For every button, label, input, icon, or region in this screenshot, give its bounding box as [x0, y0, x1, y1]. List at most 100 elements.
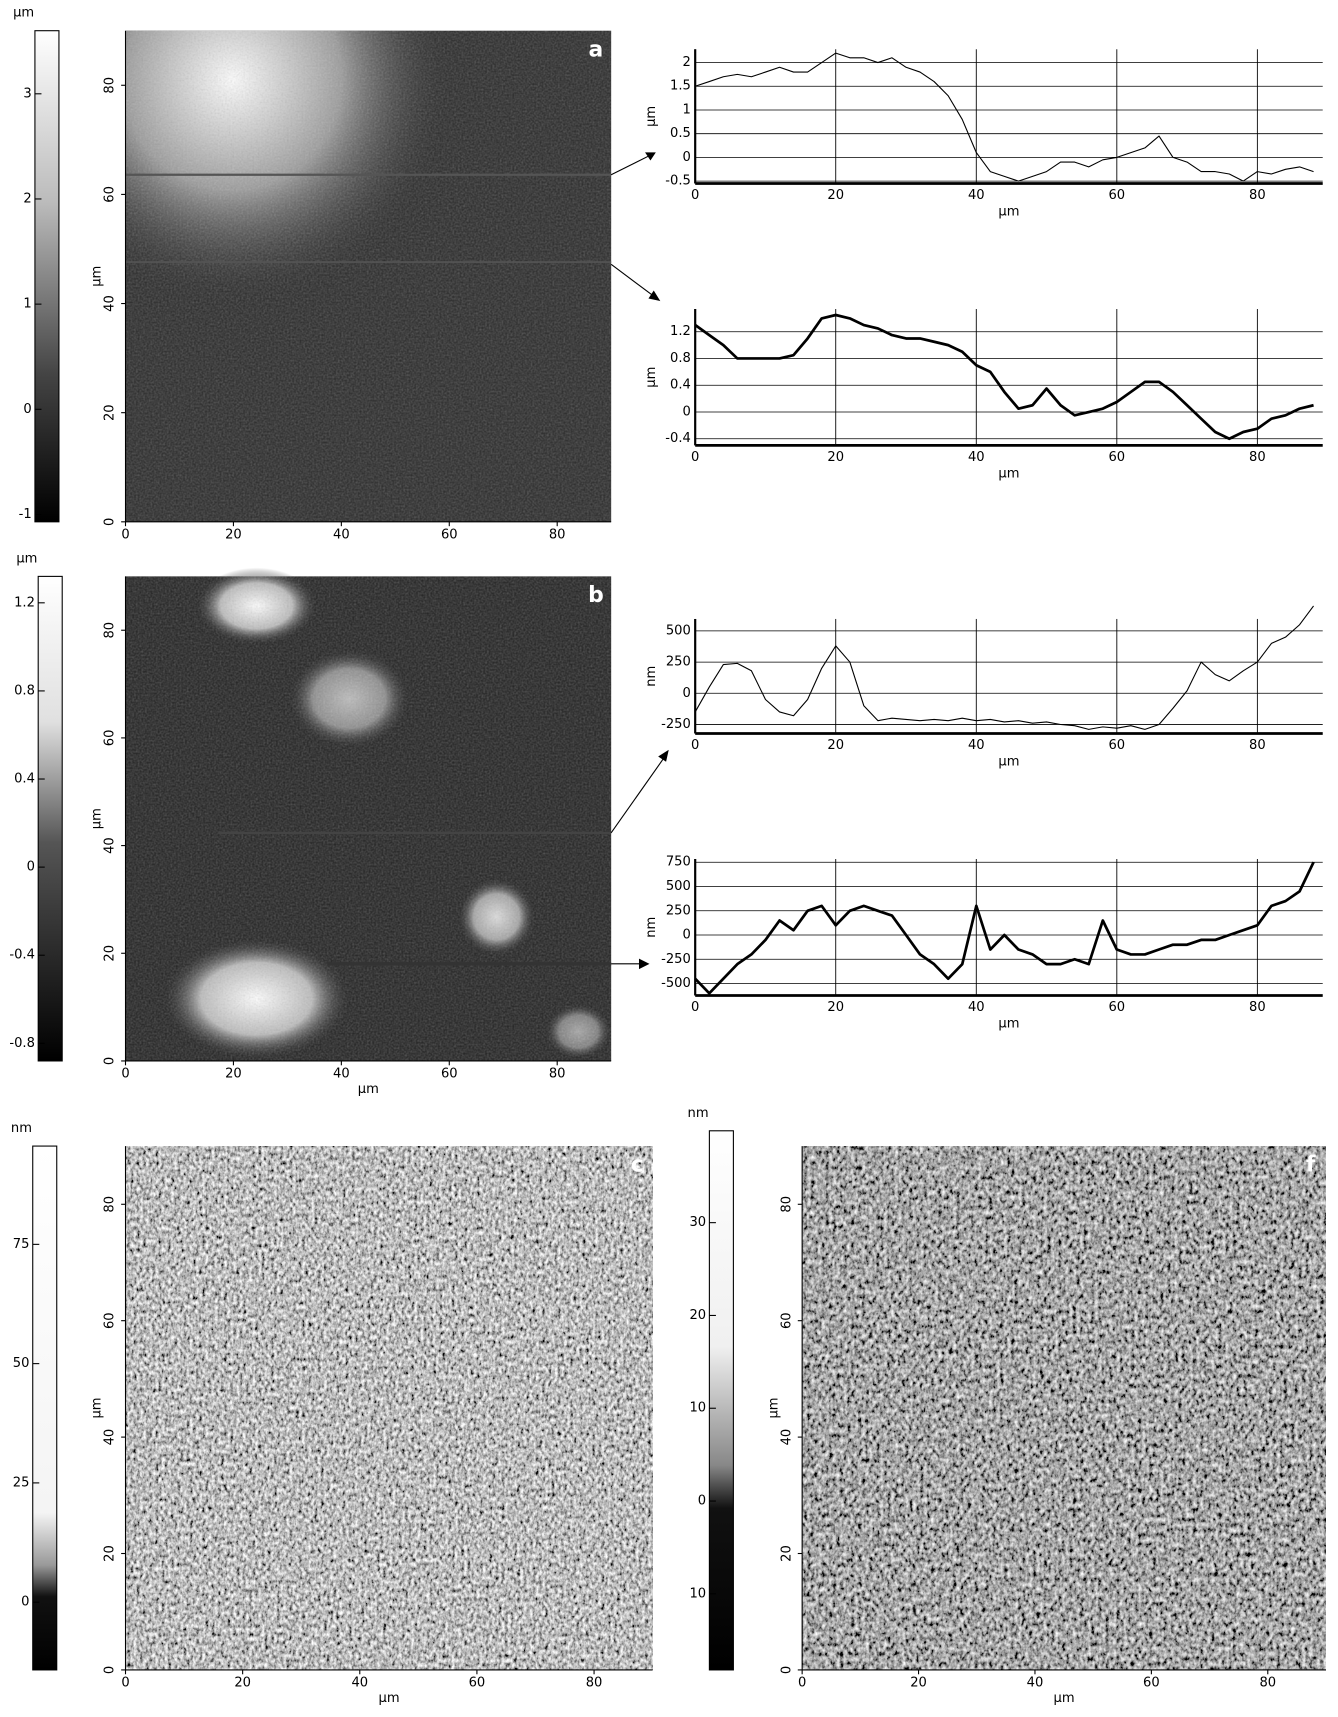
colorbar-unit: µm: [13, 6, 34, 21]
y-tick-label: 0: [682, 404, 690, 419]
y-tick-label: 60: [103, 730, 118, 747]
x-tick-label: 40: [968, 738, 985, 753]
y-tick-label: 500: [666, 879, 691, 894]
y-tick-label: 1.2: [670, 324, 691, 339]
y-tick-label: -250: [661, 952, 691, 967]
x-tick-label: 60: [1143, 1676, 1160, 1691]
y-tick-label: 80: [779, 1196, 794, 1213]
y-axis-label: µm: [90, 808, 105, 829]
tick-label: 10: [689, 1586, 706, 1601]
image-a-texture: [125, 30, 612, 522]
x-tick-label: 60: [469, 1676, 486, 1691]
panel-label: a: [589, 37, 604, 62]
y-tick-label: 1.5: [670, 79, 691, 94]
panel-label: b: [588, 583, 604, 608]
y-axis-label: nm: [644, 917, 659, 938]
x-tick-label: 0: [121, 1067, 129, 1082]
y-axis-label: µm: [644, 106, 659, 127]
tick-label: 0: [23, 402, 31, 417]
x-tick-label: 20: [827, 1000, 844, 1015]
y-tick-label: 0.4: [670, 378, 691, 393]
y-tick-label: 40: [103, 837, 118, 854]
x-tick-label: 80: [549, 1067, 566, 1082]
x-axis-label: µm: [1054, 1691, 1075, 1706]
profile-line: [695, 52, 1314, 182]
colorbar: [37, 575, 63, 1062]
x-tick-label: 40: [1027, 1676, 1044, 1691]
y-tick-label: 1: [682, 102, 690, 117]
y-tick-label: 80: [103, 1196, 118, 1213]
y-tick-label: 20: [103, 1545, 118, 1562]
y-axis-label: µm: [90, 266, 105, 287]
y-tick-label: 500: [666, 623, 691, 638]
x-tick-label: 60: [441, 1067, 458, 1082]
tick-label: 25: [13, 1475, 30, 1490]
tick-label: -1: [19, 507, 32, 522]
x-tick-label: 0: [691, 738, 699, 753]
x-tick-label: 20: [234, 1676, 251, 1691]
x-axis-label: µm: [358, 1082, 379, 1097]
arrows: [610, 152, 669, 970]
tick-label: 2: [23, 191, 31, 206]
y-tick-label: -250: [661, 717, 691, 732]
x-tick-label: 60: [1108, 188, 1125, 203]
y-tick-label: 60: [103, 186, 118, 203]
tick-label: 20: [689, 1308, 706, 1323]
x-tick-label: 40: [968, 188, 985, 203]
y-tick-label: 0: [682, 928, 690, 943]
y-tick-label: 0: [779, 1666, 794, 1674]
y-tick-label: 250: [666, 655, 691, 670]
x-tick-label: 80: [1249, 450, 1266, 465]
y-tick-label: 2: [682, 55, 690, 70]
x-tick-label: 0: [691, 450, 699, 465]
colorbar-unit: nm: [11, 1121, 32, 1136]
colorbar: [32, 1145, 58, 1671]
x-tick-label: 0: [121, 1676, 129, 1691]
x-tick-label: 80: [549, 527, 566, 542]
y-axis-label: µm: [766, 1397, 781, 1418]
colorbar: [708, 1130, 734, 1671]
y-tick-label: 20: [779, 1545, 794, 1562]
tick-label: 0.8: [14, 683, 35, 698]
profile-line: [694, 861, 1315, 995]
x-tick-label: 20: [225, 1067, 242, 1082]
x-tick-label: 80: [1259, 1676, 1276, 1691]
y-tick-label: 0.8: [670, 351, 691, 366]
x-tick-label: 60: [1108, 450, 1125, 465]
x-axis-label: µm: [379, 1691, 400, 1706]
x-tick-label: 60: [441, 527, 458, 542]
x-tick-label: 40: [351, 1676, 368, 1691]
y-tick-label: -0.5: [665, 174, 691, 189]
tick-label: 0: [698, 1494, 706, 1509]
profile-line: [694, 313, 1314, 441]
y-axis-label: µm: [90, 1397, 105, 1418]
tick-label: 10: [689, 1401, 706, 1416]
y-axis-label: nm: [644, 666, 659, 687]
y-tick-label: 0: [103, 1057, 118, 1065]
x-axis-label: µm: [998, 1016, 1019, 1031]
x-tick-label: 60: [1108, 738, 1125, 753]
x-tick-label: 0: [798, 1676, 806, 1691]
y-tick-label: 0: [103, 1666, 118, 1674]
x-tick-label: 20: [910, 1676, 927, 1691]
x-tick-label: 80: [586, 1676, 603, 1691]
panel-label: f: [1306, 1153, 1316, 1178]
x-tick-label: 20: [225, 527, 242, 542]
x-tick-label: 40: [968, 1000, 985, 1015]
tick-label: 3: [23, 86, 31, 101]
x-tick-label: 20: [827, 188, 844, 203]
tick-label: 0: [21, 1595, 29, 1610]
x-axis-label: µm: [998, 466, 1019, 481]
x-axis-label: µm: [998, 204, 1019, 219]
tick-label: 1: [23, 297, 31, 312]
y-tick-label: 0: [682, 686, 690, 701]
tick-label: -0.8: [9, 1036, 35, 1051]
x-tick-label: 80: [1249, 738, 1266, 753]
x-tick-label: 20: [827, 738, 844, 753]
panel-label: c: [631, 1153, 644, 1178]
y-tick-label: 0.5: [670, 126, 691, 141]
x-tick-label: 40: [968, 450, 985, 465]
y-tick-label: -0.4: [665, 431, 691, 446]
tick-label: -0.4: [9, 948, 35, 963]
